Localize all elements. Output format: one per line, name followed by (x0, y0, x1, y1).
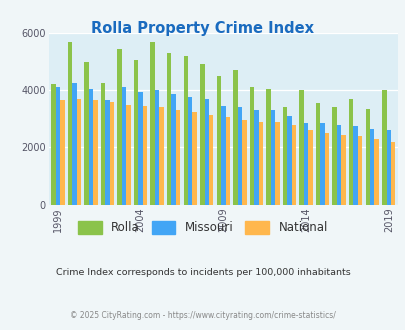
Bar (93, 100, 97, 205)
Bar (109, 102, 114, 205)
Bar (364, 109, 369, 205)
Bar (175, 110, 180, 205)
Bar (249, 87, 254, 205)
Bar (138, 92, 143, 205)
Bar (237, 107, 241, 205)
Bar (390, 142, 394, 205)
Bar (60, 100, 64, 205)
Bar (241, 120, 246, 205)
Bar (143, 106, 147, 205)
Legend: Rolla, Missouri, National: Rolla, Missouri, National (73, 216, 332, 239)
Bar (303, 123, 307, 205)
Bar (320, 123, 324, 205)
Text: Rolla Property Crime Index: Rolla Property Crime Index (91, 21, 314, 36)
Bar (200, 64, 204, 205)
Bar (307, 130, 312, 205)
Bar (282, 107, 287, 205)
Bar (188, 97, 192, 205)
Bar (298, 90, 303, 205)
Bar (357, 136, 362, 205)
Bar (171, 94, 175, 205)
Bar (287, 116, 291, 205)
Bar (117, 49, 121, 205)
Bar (209, 115, 213, 205)
Text: © 2025 CityRating.com - https://www.cityrating.com/crime-statistics/: © 2025 CityRating.com - https://www.city… (70, 311, 335, 320)
Bar (270, 110, 275, 205)
Bar (150, 42, 154, 205)
Bar (100, 83, 105, 205)
Bar (134, 60, 138, 205)
Bar (183, 56, 188, 205)
Bar (373, 139, 378, 205)
Bar (369, 129, 373, 205)
Bar (68, 42, 72, 205)
Bar (216, 76, 220, 205)
Bar (72, 83, 77, 205)
Bar (275, 122, 279, 205)
Bar (381, 90, 386, 205)
Bar (88, 89, 93, 205)
Bar (159, 107, 163, 205)
Bar (225, 117, 230, 205)
Bar (315, 103, 320, 205)
Bar (254, 110, 258, 205)
Bar (166, 53, 171, 205)
Bar (122, 87, 126, 205)
Bar (353, 126, 357, 205)
Bar (324, 133, 328, 205)
Bar (220, 106, 225, 205)
Bar (204, 99, 209, 205)
Text: Crime Index corresponds to incidents per 100,000 inhabitants: Crime Index corresponds to incidents per… (55, 268, 350, 277)
Bar (232, 70, 237, 205)
Bar (336, 124, 341, 205)
Bar (126, 105, 130, 205)
Bar (55, 87, 60, 205)
Bar (77, 99, 81, 205)
Bar (332, 107, 336, 205)
Bar (51, 84, 55, 205)
Bar (291, 124, 296, 205)
Bar (192, 112, 196, 205)
Bar (386, 130, 390, 205)
Bar (266, 89, 270, 205)
Bar (105, 100, 109, 205)
Bar (84, 62, 88, 205)
Bar (341, 135, 345, 205)
Bar (154, 90, 159, 205)
Bar (348, 99, 353, 205)
Bar (258, 122, 262, 205)
